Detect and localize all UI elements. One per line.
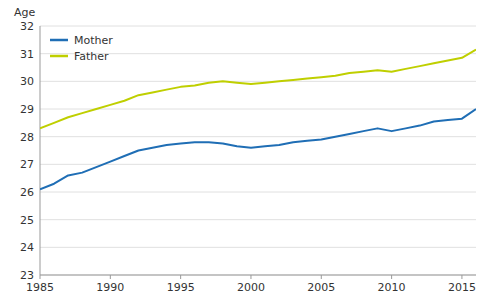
y-tick-label: 26 xyxy=(20,186,34,199)
x-tick xyxy=(321,275,322,279)
grid-line xyxy=(40,26,476,27)
grid-line xyxy=(40,219,476,220)
legend: Mother Father xyxy=(50,34,113,63)
x-tick xyxy=(250,275,251,279)
x-tick-label: 2015 xyxy=(448,281,476,294)
grid-line xyxy=(40,247,476,248)
legend-swatch xyxy=(50,55,68,58)
x-tick xyxy=(391,275,392,279)
x-tick-label: 2000 xyxy=(237,281,265,294)
x-tick xyxy=(461,275,462,279)
grid-line xyxy=(40,192,476,193)
legend-swatch xyxy=(50,39,68,42)
x-tick-label: 2005 xyxy=(307,281,335,294)
x-tick-label: 1990 xyxy=(96,281,124,294)
grid-line xyxy=(40,136,476,137)
x-tick-label: 2010 xyxy=(378,281,406,294)
axes: 2324252627282930313219851990199520002005… xyxy=(20,20,476,294)
chart: 2324252627282930313219851990199520002005… xyxy=(0,0,492,301)
data xyxy=(40,50,476,190)
x-tick xyxy=(40,275,41,279)
y-axis-label: Age xyxy=(14,6,36,19)
series-line xyxy=(40,50,476,129)
x-tick-label: 1985 xyxy=(26,281,54,294)
y-tick-label: 27 xyxy=(20,158,34,171)
y-tick-label: 25 xyxy=(20,214,34,227)
y-tick-label: 32 xyxy=(20,20,34,33)
y-tick-label: 30 xyxy=(20,75,34,88)
grid-line xyxy=(40,275,476,276)
legend-label: Father xyxy=(74,50,109,63)
y-tick-label: 31 xyxy=(20,48,34,61)
grid-line xyxy=(40,109,476,110)
x-axis-line xyxy=(40,275,476,276)
x-tick xyxy=(110,275,111,279)
grid-line xyxy=(40,81,476,82)
legend-label: Mother xyxy=(74,34,113,47)
x-tick-label: 1995 xyxy=(167,281,195,294)
y-tick-label: 28 xyxy=(20,131,34,144)
x-tick xyxy=(180,275,181,279)
series-line xyxy=(40,109,476,189)
grid xyxy=(40,26,476,275)
y-tick-label: 24 xyxy=(20,241,34,254)
y-tick-label: 29 xyxy=(20,103,34,116)
y-axis-line xyxy=(40,26,41,275)
